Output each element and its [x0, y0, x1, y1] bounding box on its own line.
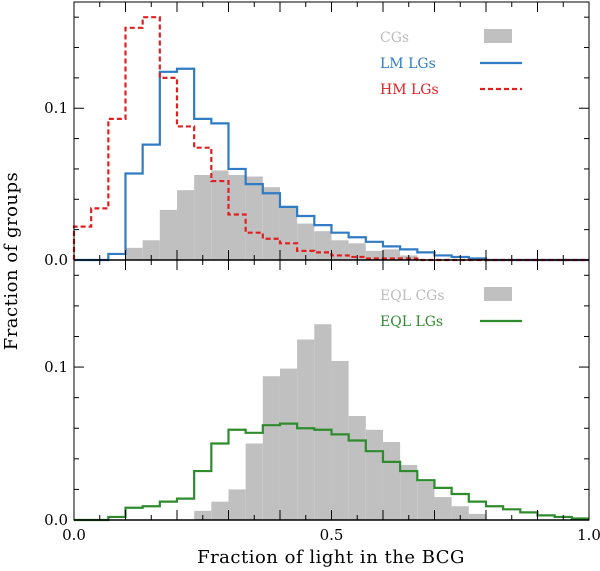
- top-series-hm-lgs: [72, 16, 589, 262]
- top-bar-15: [331, 240, 349, 260]
- bottom-legend: EQL CGs EQL LGs: [380, 287, 522, 330]
- x-tick-label-0: 0.0: [62, 526, 86, 544]
- y-axis-title: Fraction of groups: [1, 172, 22, 351]
- bot-bar-12: [279, 368, 298, 520]
- bottom-ticks: [73, 260, 590, 521]
- top-ytick-label-0: 0.0: [44, 251, 68, 269]
- top-bar-12: [279, 206, 298, 260]
- bot-bar-15: [331, 360, 349, 520]
- top-bar-11: [262, 187, 280, 260]
- bottom-eql-cgs-bars: [194, 324, 486, 520]
- bot-legend-label-0: EQL CGs: [380, 288, 445, 304]
- x-tick-labels: 0.0 0.5 1.0: [62, 526, 600, 544]
- top-legend-label-1: LM LGs: [380, 56, 436, 72]
- top-bar-14: [314, 231, 332, 260]
- bot-bar-10: [245, 443, 263, 520]
- x-tick-label-1: 0.5: [320, 526, 344, 544]
- bot-legend-swatch-0: [484, 287, 512, 301]
- x-axis-title: Fraction of light in the BCG: [197, 547, 465, 568]
- top-legend: CGs LM LGs HM LGs: [380, 29, 522, 98]
- bot-bar-14: [314, 324, 332, 520]
- top-step-lines: [72, 16, 589, 262]
- x-tick-label-2: 1.0: [577, 526, 600, 544]
- bot-legend-label-1: EQL LGs: [380, 314, 443, 330]
- bot-bar-23: [468, 513, 486, 520]
- top-series-lm-lgs: [74, 67, 589, 262]
- top-bar-18: [382, 249, 401, 260]
- top-legend-swatch-0: [484, 29, 512, 43]
- top-bar-16: [348, 243, 366, 260]
- bot-bar-20: [417, 481, 435, 520]
- bot-bar-13: [297, 339, 315, 520]
- bot-bar-22: [451, 506, 469, 520]
- bot-bar-21: [434, 497, 452, 520]
- top-bar-13: [297, 223, 315, 260]
- top-bar-9: [228, 175, 246, 260]
- bot-bar-11: [262, 376, 280, 520]
- top-bar-3: [125, 247, 143, 260]
- bot-ytick-label-0: 0.0: [44, 511, 68, 529]
- top-bar-10: [245, 176, 263, 260]
- bot-bar-16: [348, 416, 366, 520]
- bottom-panel: 0.0 0.1 EQL CGs EQL LGs: [44, 259, 590, 529]
- top-legend-label-2: HM LGs: [380, 82, 439, 98]
- bot-bar-19: [400, 464, 418, 520]
- bot-bar-9: [228, 489, 246, 520]
- top-bar-4: [142, 240, 160, 260]
- bot-bar-17: [365, 429, 383, 520]
- top-bar-6: [176, 190, 195, 260]
- bottom-y-tick-labels: 0.0 0.1: [44, 358, 68, 529]
- top-bar-8: [211, 170, 229, 260]
- top-ytick-label-1: 0.1: [44, 99, 68, 117]
- top-panel: 0.0 0.1 CGs LM LGs HM LGs: [44, 1, 590, 269]
- top-bar-5: [159, 209, 177, 260]
- top-y-tick-labels: 0.0 0.1: [44, 99, 68, 269]
- bot-bar-18: [382, 442, 401, 520]
- top-cgs-bars: [125, 170, 418, 260]
- top-bar-7: [194, 175, 212, 260]
- bot-series-eql-lgs: [74, 422, 589, 522]
- bot-ytick-label-1: 0.1: [44, 358, 68, 376]
- bot-bar-8: [211, 501, 229, 520]
- top-bar-17: [365, 250, 383, 260]
- top-legend-label-0: CGs: [380, 30, 409, 46]
